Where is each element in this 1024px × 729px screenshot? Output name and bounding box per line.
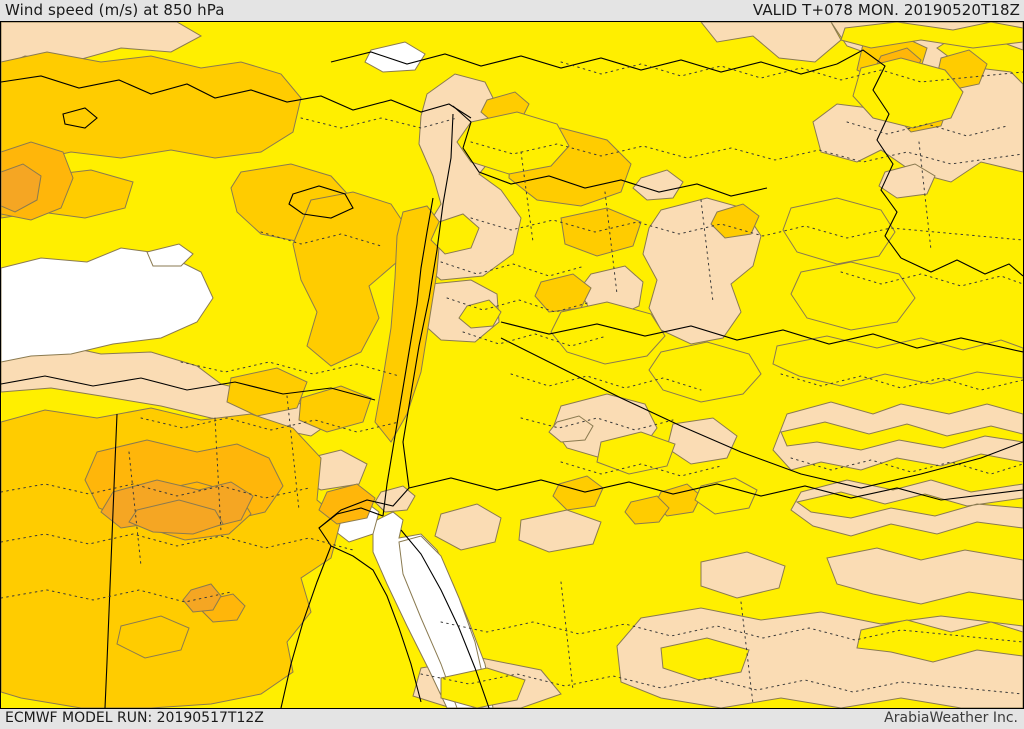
- valid-time-label: VALID T+078 MON. 20190520T18Z: [752, 1, 1020, 19]
- provider-label: ArabiaWeather Inc.: [884, 710, 1018, 726]
- contour-map-svg: [1, 22, 1023, 708]
- contour-band-orange: [1, 163, 254, 613]
- admin-boundaries-dotted: [1, 61, 1023, 705]
- model-run-label: ECMWF MODEL RUN: 20190517T12Z: [5, 710, 264, 726]
- page-title: Wind speed (m/s) at 850 hPa: [5, 1, 225, 19]
- coastlines-and-borders: [1, 49, 1023, 708]
- forecast-map-canvas[interactable]: [0, 21, 1024, 709]
- map-footer-bar: ECMWF MODEL RUN: 20190517T12Z ArabiaWeat…: [0, 709, 1024, 729]
- map-header-bar: Wind speed (m/s) at 850 hPa VALID T+078 …: [0, 0, 1024, 21]
- contour-band-yellow-overlays: [430, 22, 1023, 708]
